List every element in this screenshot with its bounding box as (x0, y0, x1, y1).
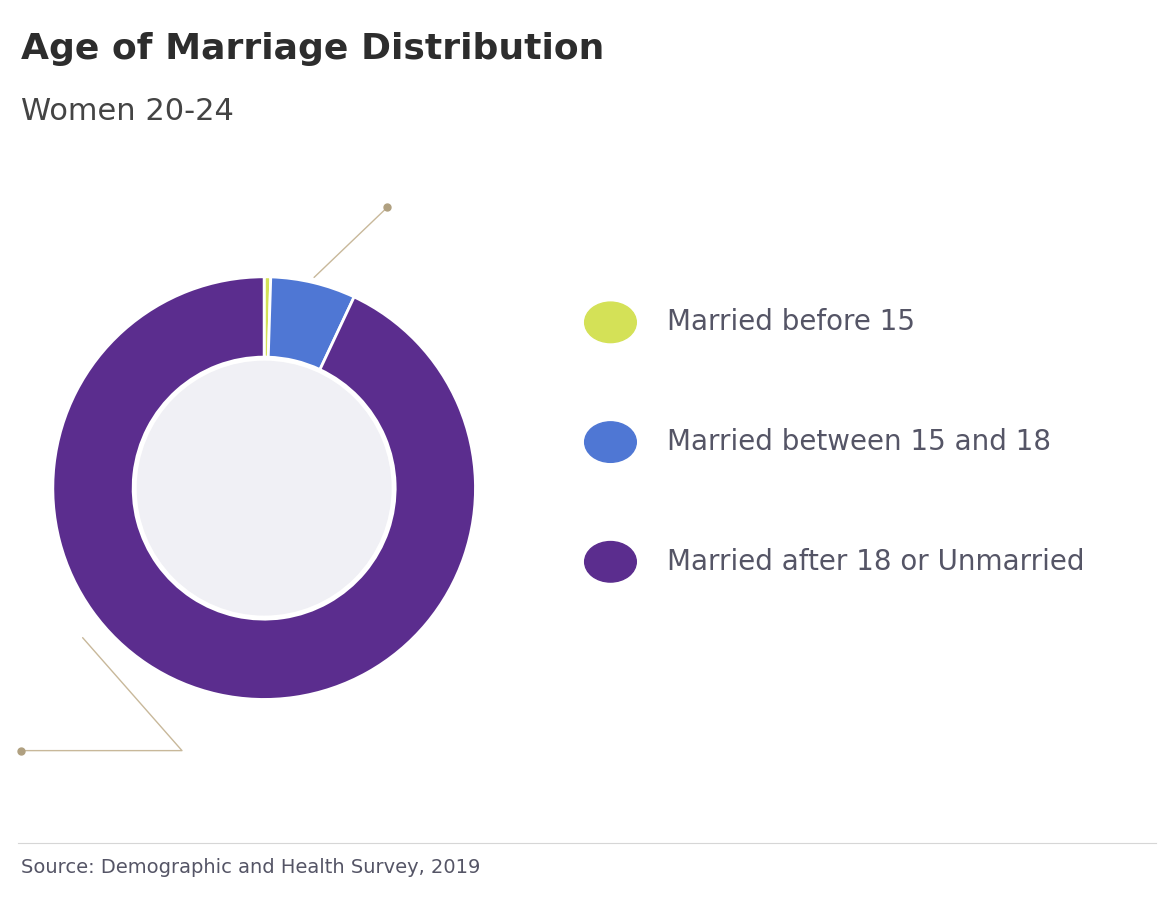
Text: Women 20-24: Women 20-24 (21, 97, 234, 125)
Text: Source: Demographic and Health Survey, 2019: Source: Demographic and Health Survey, 2… (21, 857, 480, 877)
Text: Married before 15: Married before 15 (667, 309, 915, 336)
Text: Age of Marriage Distribution: Age of Marriage Distribution (21, 32, 605, 66)
Wedge shape (264, 277, 271, 357)
Circle shape (137, 361, 391, 615)
Circle shape (585, 422, 636, 462)
Circle shape (585, 542, 636, 582)
Wedge shape (53, 277, 475, 699)
Circle shape (585, 302, 636, 343)
Wedge shape (269, 277, 355, 369)
Text: Married after 18 or Unmarried: Married after 18 or Unmarried (667, 548, 1085, 576)
Text: Married between 15 and 18: Married between 15 and 18 (667, 428, 1051, 456)
